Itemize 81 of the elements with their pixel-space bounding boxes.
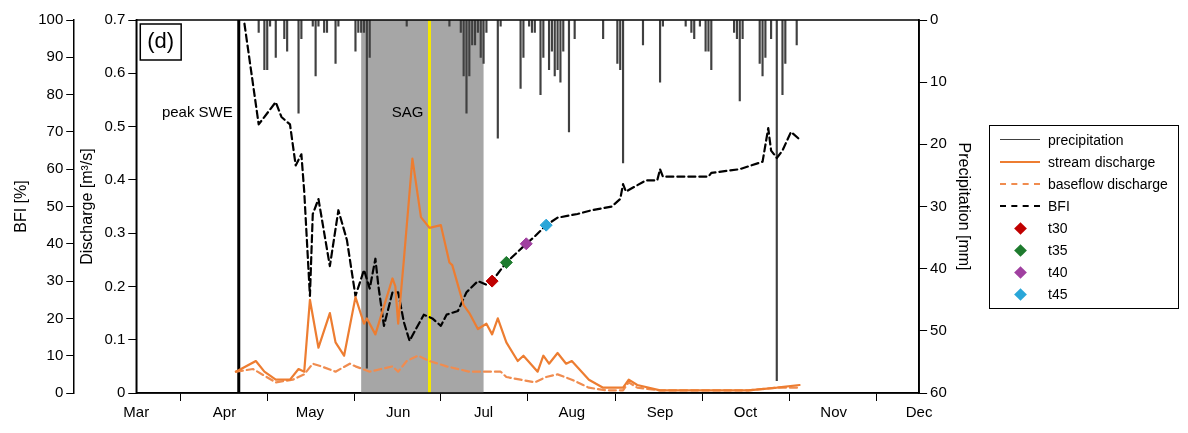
- legend-label: stream discharge: [1048, 153, 1156, 170]
- y3-tick-label: 60: [930, 383, 947, 401]
- y2-tick-label: 60: [46, 159, 64, 177]
- x-tick-label: May: [295, 403, 325, 421]
- legend-label: precipitation: [1048, 131, 1124, 148]
- y3-tick-label: 50: [930, 320, 947, 338]
- bar: [482, 20, 485, 64]
- bar: [297, 20, 300, 114]
- bar: [781, 20, 784, 95]
- legend-label: BFI: [1048, 197, 1070, 214]
- bar: [334, 20, 337, 64]
- point: [499, 255, 513, 269]
- bar: [710, 20, 713, 71]
- y3-tick-label: 0: [930, 10, 939, 28]
- bar: [266, 20, 269, 71]
- x-tick-label: Oct: [733, 403, 758, 421]
- bar: [354, 20, 357, 52]
- y-tick-label: 0.1: [104, 329, 126, 347]
- y2-tick-label: 0: [54, 383, 64, 401]
- bar: [286, 20, 289, 52]
- bar: [547, 20, 551, 71]
- y2-tick-label: 10: [46, 345, 64, 363]
- point: [485, 274, 499, 288]
- bar: [761, 20, 764, 77]
- bar: [465, 20, 468, 114]
- legend-label: t40: [1048, 263, 1068, 280]
- x-tick-label: Apr: [212, 403, 237, 421]
- bar: [567, 20, 571, 133]
- bar: [274, 20, 277, 58]
- bar: [704, 20, 707, 52]
- y-axis-title: Discharge [m³/s]: [78, 148, 96, 265]
- y-tick-label: 0: [116, 383, 126, 401]
- y-tick-label: 0.5: [104, 116, 126, 134]
- line-series: [243, 22, 801, 342]
- x-tick-label: Dec: [905, 403, 933, 421]
- x-tick-label: Nov: [820, 403, 848, 421]
- bar: [658, 20, 662, 83]
- legend-label: baseflow discharge: [1048, 175, 1168, 192]
- y-tick-label: 0.4: [104, 170, 126, 187]
- y2-tick-label: 70: [46, 122, 64, 140]
- bar: [775, 20, 778, 381]
- y2-tick-label: 90: [46, 47, 64, 65]
- bar: [314, 20, 317, 77]
- legend-label: t35: [1048, 241, 1068, 258]
- y-tick-label: 0.2: [104, 276, 126, 294]
- bar: [621, 20, 625, 164]
- x-tick-label: Sep: [646, 403, 674, 421]
- legend-label: t30: [1048, 219, 1068, 236]
- y3-tick-label: 10: [930, 72, 947, 90]
- y-tick-label: 0.6: [104, 63, 126, 81]
- y2-tick-label: 100: [38, 10, 64, 28]
- legend-label: t45: [1048, 285, 1068, 302]
- y3-axis-title: Precipitation [mm]: [955, 142, 973, 271]
- bar: [559, 20, 562, 83]
- y3-tick-label: 20: [930, 134, 947, 152]
- y2-tick-label: 40: [46, 233, 64, 251]
- y-tick-label: 0.7: [104, 10, 126, 28]
- ref-line-label: SAG: [391, 103, 424, 121]
- bar: [738, 20, 741, 102]
- x-tick-label: Mar: [123, 403, 150, 421]
- x-tick-label: Jun: [386, 403, 411, 421]
- y2-tick-label: 50: [46, 196, 64, 214]
- y2-tick-label: 20: [46, 308, 64, 326]
- y-tick-label: 0.3: [104, 223, 126, 241]
- y2-tick-label: 80: [46, 84, 64, 102]
- y3-tick-label: 30: [930, 196, 947, 214]
- x-tick-label: Jul: [473, 403, 494, 421]
- point: [539, 218, 553, 232]
- y2-tick-label: 30: [46, 271, 64, 289]
- annotation: (d): [147, 28, 175, 54]
- bar: [263, 20, 266, 71]
- y3-tick-label: 40: [930, 258, 947, 276]
- bar: [496, 20, 499, 139]
- bar: [553, 20, 556, 77]
- bar: [365, 20, 368, 369]
- ref-line-label: peak SWE: [161, 103, 233, 121]
- bar: [539, 20, 542, 95]
- point: [519, 237, 533, 251]
- y2-axis-title: BFI [%]: [12, 180, 30, 233]
- x-tick-label: Aug: [558, 403, 586, 421]
- bar: [519, 20, 522, 89]
